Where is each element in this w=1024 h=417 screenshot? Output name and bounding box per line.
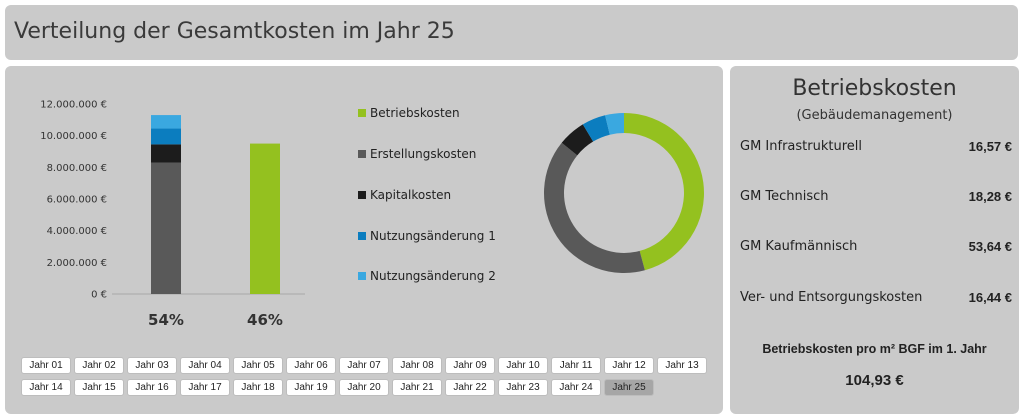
row-value: 16,44 € bbox=[968, 290, 1012, 305]
betrieb-subtitle: (Gebäudemanagement) bbox=[796, 108, 953, 123]
year-button-jahr-16[interactable]: Jahr 16 bbox=[127, 379, 177, 396]
legend-swatch bbox=[358, 272, 366, 280]
donut-slice-erstellungskosten bbox=[544, 142, 645, 274]
bar-segment-nutzungs-nderung-1 bbox=[151, 128, 181, 145]
legend-swatch bbox=[358, 150, 366, 158]
footer-value: 104,93 € bbox=[845, 372, 904, 389]
header-bar: Verteilung der Gesamtkosten im Jahr 25 bbox=[5, 5, 1018, 60]
bar-percent-label: 54% bbox=[148, 311, 184, 329]
y-tick-label: 10.000.000 € bbox=[40, 131, 107, 142]
year-button-jahr-07[interactable]: Jahr 07 bbox=[339, 357, 389, 374]
legend-label: Kapitalkosten bbox=[370, 188, 451, 202]
legend-swatch bbox=[358, 191, 366, 199]
year-button-jahr-09[interactable]: Jahr 09 bbox=[445, 357, 495, 374]
row-value: 53,64 € bbox=[968, 239, 1012, 254]
y-tick-label: 0 € bbox=[91, 290, 107, 301]
year-button-jahr-12[interactable]: Jahr 12 bbox=[604, 357, 654, 374]
chart-panel: 12.000.000 € 10.000.000 € 8.000.000 € 6.000… bbox=[5, 66, 723, 414]
legend-label: Betriebskosten bbox=[370, 106, 460, 120]
row-label: GM Technisch bbox=[740, 189, 829, 204]
y-tick-label: 2.000.000 € bbox=[47, 258, 107, 269]
year-button-jahr-14[interactable]: Jahr 14 bbox=[21, 379, 71, 396]
legend-swatch bbox=[358, 109, 366, 117]
betriebskosten-panel: Betriebskosten (Gebäudemanagement) GM In… bbox=[730, 66, 1019, 414]
betrieb-title: Betriebskosten bbox=[792, 76, 957, 101]
bar-segment-betriebskosten bbox=[250, 143, 280, 294]
year-button-jahr-13[interactable]: Jahr 13 bbox=[657, 357, 707, 374]
bar-segment-nutzungs-nderung-2 bbox=[151, 115, 181, 129]
row-label: GM Infrastrukturell bbox=[740, 139, 862, 154]
bar-segment-kapitalkosten bbox=[151, 144, 181, 163]
bar-percent-label: 46% bbox=[247, 311, 283, 329]
year-button-jahr-20[interactable]: Jahr 20 bbox=[339, 379, 389, 396]
year-button-jahr-24[interactable]: Jahr 24 bbox=[551, 379, 601, 396]
year-button-jahr-01[interactable]: Jahr 01 bbox=[21, 357, 71, 374]
year-button-jahr-22[interactable]: Jahr 22 bbox=[445, 379, 495, 396]
row-label: GM Kaufmännisch bbox=[740, 239, 858, 254]
y-tick-label: 8.000.000 € bbox=[47, 163, 107, 174]
row-label: Ver- und Entsorgungskosten bbox=[740, 290, 923, 305]
year-button-jahr-23[interactable]: Jahr 23 bbox=[498, 379, 548, 396]
footer-label: Betriebskosten pro m² BGF im 1. Jahr bbox=[762, 342, 987, 356]
year-button-jahr-25[interactable]: Jahr 25 bbox=[604, 379, 654, 396]
page-title: Verteilung der Gesamtkosten im Jahr 25 bbox=[14, 19, 455, 44]
year-button-jahr-08[interactable]: Jahr 08 bbox=[392, 357, 442, 374]
year-button-jahr-02[interactable]: Jahr 02 bbox=[74, 357, 124, 374]
donut-slice-nutzungs-nderung-1 bbox=[582, 115, 610, 142]
year-button-jahr-04[interactable]: Jahr 04 bbox=[180, 357, 230, 374]
year-button-jahr-21[interactable]: Jahr 21 bbox=[392, 379, 442, 396]
year-button-jahr-05[interactable]: Jahr 05 bbox=[233, 357, 283, 374]
row-value: 16,57 € bbox=[968, 139, 1012, 154]
year-button-jahr-19[interactable]: Jahr 19 bbox=[286, 379, 336, 396]
y-tick-label: 4.000.000 € bbox=[47, 226, 107, 237]
y-tick-label: 6.000.000 € bbox=[47, 195, 107, 206]
donut-slice-kapitalkosten bbox=[561, 124, 594, 156]
cost-charts: 12.000.000 € 10.000.000 € 8.000.000 € 6.000… bbox=[40, 100, 704, 329]
bar-segment-erstellungskosten bbox=[151, 162, 181, 294]
donut-slice-betriebskosten bbox=[624, 113, 704, 271]
y-tick-label: 12.000.000 € bbox=[40, 100, 107, 111]
year-button-jahr-11[interactable]: Jahr 11 bbox=[551, 357, 601, 374]
year-button-jahr-17[interactable]: Jahr 17 bbox=[180, 379, 230, 396]
year-button-jahr-15[interactable]: Jahr 15 bbox=[74, 379, 124, 396]
legend-label: Nutzungsänderung 2 bbox=[370, 269, 496, 283]
year-button-jahr-18[interactable]: Jahr 18 bbox=[233, 379, 283, 396]
legend-swatch bbox=[358, 232, 366, 240]
legend-label: Nutzungsänderung 1 bbox=[370, 229, 496, 243]
year-button-jahr-10[interactable]: Jahr 10 bbox=[498, 357, 548, 374]
donut-slice-nutzungs-nderung-2 bbox=[605, 113, 624, 135]
year-button-jahr-06[interactable]: Jahr 06 bbox=[286, 357, 336, 374]
row-value: 18,28 € bbox=[968, 189, 1012, 204]
year-button-jahr-03[interactable]: Jahr 03 bbox=[127, 357, 177, 374]
legend-label: Erstellungskosten bbox=[370, 147, 476, 161]
